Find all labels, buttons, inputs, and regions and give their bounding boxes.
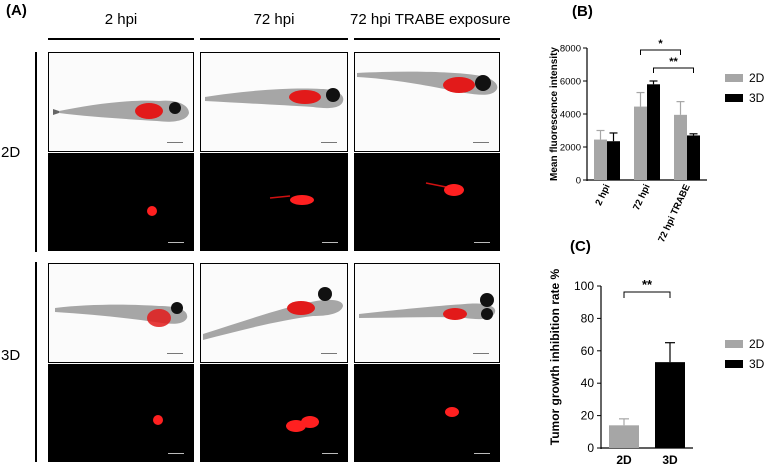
scale-bar [474, 242, 490, 243]
chart-b: 0 2000 4000 6000 8000 2 hpi 72 hpi 72 hpi TRABE… [549, 38, 765, 242]
brightfield-image [200, 52, 348, 152]
legend-label-2d: 2D [749, 71, 765, 85]
panel-a-label: (A) [6, 2, 27, 19]
legend-label-3d: 3D [749, 91, 765, 105]
y-tick-label: 6000 [560, 77, 581, 88]
row-bracket-3d [35, 262, 37, 462]
x-tick-label: 2D [616, 453, 632, 467]
legend-label-2d: 2D [749, 337, 765, 351]
y-tick-label: 100 [574, 279, 594, 293]
legend-label-3d: 3D [749, 357, 765, 371]
bar-3d [655, 362, 685, 448]
y-tick-label: 0 [587, 441, 594, 455]
brightfield-image [354, 52, 500, 152]
significance-label: * [658, 38, 663, 50]
panel-c-label: (C) [570, 238, 591, 255]
scale-bar [167, 142, 183, 143]
brightfield-image [200, 263, 348, 363]
x-tick-label: 72 hpi TRABE [656, 183, 693, 242]
y-tick-label: 60 [581, 344, 595, 358]
y-tick-label: 2000 [560, 143, 581, 154]
scale-bar [473, 353, 489, 354]
x-tick-label: 2 hpi [593, 183, 612, 208]
significance-bracket [623, 291, 671, 298]
y-axis-label: Tumor growth inhibition rate % [548, 268, 562, 445]
y-tick-label: 4000 [560, 110, 581, 121]
bar-3d [687, 135, 700, 180]
significance-label: ** [642, 277, 653, 292]
significance-label: ** [669, 56, 678, 68]
bar-3d [647, 84, 660, 180]
column-underline-72hpi [200, 38, 348, 40]
fluorescence-image [200, 364, 348, 462]
column-underline-72hpi-trabe [354, 38, 500, 40]
y-tick-label: 40 [581, 376, 595, 390]
panel-b-label: (B) [572, 3, 593, 20]
brightfield-image [48, 263, 194, 363]
column-header-72hpi-trabe: 72 hpi TRABE exposure [350, 11, 511, 28]
y-tick-label: 20 [581, 409, 595, 423]
fluorescence-image [48, 364, 194, 462]
legend-swatch-2d [725, 340, 743, 348]
y-axis-label: Mean fluorescence intensity [549, 47, 560, 181]
scale-bar [473, 142, 489, 143]
y-tick-label: 80 [581, 311, 595, 325]
fluorescence-image [48, 153, 194, 251]
scale-bar [321, 142, 337, 143]
row-label-3d: 3D [1, 347, 21, 364]
scale-bar [322, 242, 338, 243]
column-underline-2hpi [48, 38, 194, 40]
column-header-72hpi: 72 hpi [253, 11, 295, 28]
bar-2d [609, 425, 639, 448]
scale-bar [474, 453, 490, 454]
scale-bar [168, 453, 184, 454]
scale-bar [168, 242, 184, 243]
chart-c: 0 20 40 60 80 100 2D 3D Tumor growth inhibition … [548, 268, 765, 467]
scale-bar [167, 353, 183, 354]
row-label-2d: 2D [1, 144, 21, 161]
fluorescence-image [354, 153, 500, 251]
bar-2d [674, 114, 687, 180]
bar-2d [594, 139, 607, 180]
row-bracket-2d [35, 52, 37, 252]
legend-swatch-3d [725, 94, 743, 102]
x-tick-label: 72 hpi [631, 183, 653, 213]
brightfield-image [354, 263, 500, 363]
fluorescence-image [354, 364, 500, 462]
bar-2d [634, 106, 647, 180]
y-tick-label: 0 [576, 176, 581, 187]
significance-bracket [653, 67, 694, 73]
legend-swatch-2d [725, 74, 743, 82]
significance-bracket [640, 49, 681, 55]
column-header-2hpi: 2 hpi [104, 11, 138, 28]
scale-bar [321, 353, 337, 354]
bar-3d [607, 141, 620, 180]
y-tick-label: 8000 [560, 44, 581, 55]
brightfield-image [48, 52, 194, 152]
x-tick-label: 3D [662, 453, 678, 467]
fluorescence-image [200, 153, 348, 251]
scale-bar [322, 453, 338, 454]
legend-swatch-3d [725, 360, 743, 368]
